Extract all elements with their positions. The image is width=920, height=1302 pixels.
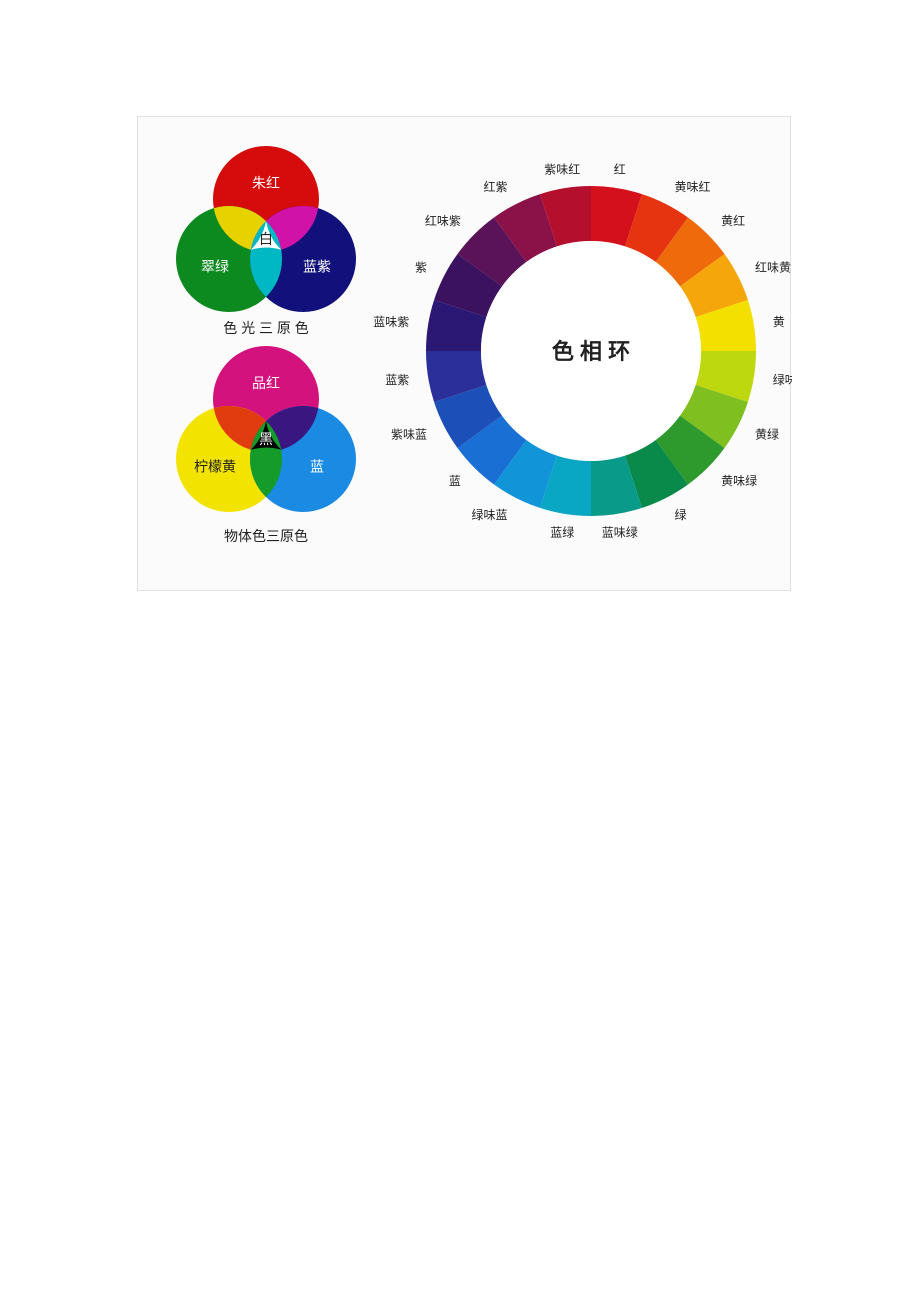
venn-circle-label: 朱红 — [252, 175, 280, 191]
venn-circle-label: 柠檬黄 — [194, 459, 236, 475]
venn-center-label: 白 — [259, 231, 273, 247]
wheel-segment-label: 绿 — [675, 507, 687, 522]
venn-circle-label: 蓝紫 — [303, 259, 331, 275]
venn-title: 物体色三原色 — [224, 528, 308, 544]
venn-title: 色 光 三 原 色 — [223, 320, 309, 336]
wheel-segment-label: 蓝绿 — [550, 525, 574, 540]
diagram-svg: 白朱红翠绿蓝紫色 光 三 原 色黑品红柠檬黄蓝物体色三原色红黄味红黄红红味黄黄绿… — [138, 117, 792, 592]
wheel-segment-label: 黄 — [773, 315, 785, 329]
wheel-segment-label: 蓝 — [449, 474, 461, 488]
wheel-segment-label: 紫 — [415, 260, 427, 274]
wheel-segment-label: 黄味绿 — [721, 473, 757, 488]
wheel-segment-label: 蓝味紫 — [373, 315, 409, 329]
color-wheel: 红黄味红黄红红味黄黄绿味黄黄绿黄味绿绿蓝味绿 蓝绿 绿味蓝 蓝 紫味蓝 蓝紫 蓝味紫 紫 红味紫… — [373, 161, 792, 539]
wheel-segment-label: 蓝紫 — [385, 373, 409, 387]
wheel-segment-label: 黄红 — [721, 213, 745, 228]
wheel-segment-label: 绿味蓝 — [471, 507, 507, 522]
wheel-segment-label: 紫味红 — [544, 161, 580, 176]
diagram-card: 白朱红翠绿蓝紫色 光 三 原 色黑品红柠檬黄蓝物体色三原色红黄味红黄红红味黄黄绿… — [137, 116, 791, 591]
page-root: 白朱红翠绿蓝紫色 光 三 原 色黑品红柠檬黄蓝物体色三原色红黄味红黄红红味黄黄绿… — [0, 0, 920, 1302]
venn-circle-label: 蓝 — [310, 459, 324, 475]
wheel-segment-label: 红紫 — [483, 179, 507, 194]
wheel-segment-label: 绿味黄 — [773, 372, 792, 387]
wheel-segment-label: 紫味蓝 — [391, 428, 427, 442]
venn-center-label: 黑 — [259, 431, 273, 447]
wheel-segment-label: 黄绿 — [755, 427, 779, 442]
wheel-segment-label: 黄味红 — [675, 179, 711, 194]
venn-circle-label: 翠绿 — [201, 259, 229, 275]
venn-diagram: 黑 品红柠檬黄 蓝物体色三原色 — [176, 346, 356, 544]
wheel-segment-label: 红味黄 — [755, 259, 791, 274]
wheel-segment-label: 红味紫 — [425, 213, 461, 228]
wheel-segment-label: 蓝味绿 — [602, 525, 638, 540]
venn-circle-label: 品红 — [252, 375, 280, 391]
wheel-segment-label: 红 — [614, 161, 626, 176]
wheel-center-label: 色 相 环 — [552, 339, 630, 364]
venn-diagram: 白 朱红翠绿 蓝紫色 光 三 原 色 — [176, 146, 356, 336]
